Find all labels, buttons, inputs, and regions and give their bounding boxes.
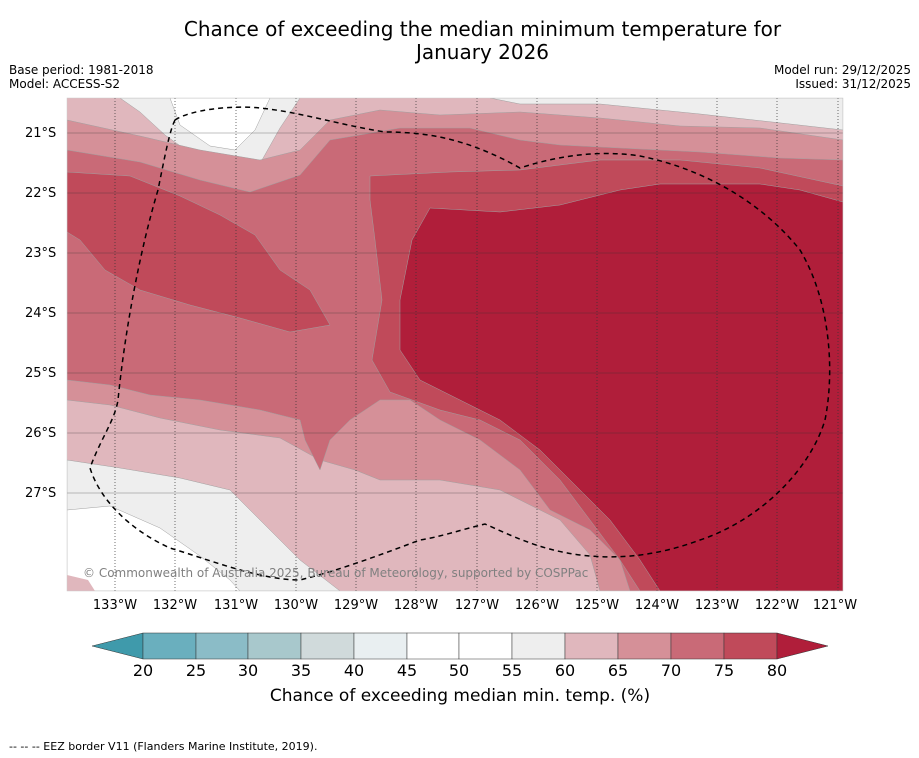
lon-label-129: 129°W: [333, 598, 379, 613]
lon-label-132: 132°W: [152, 598, 198, 613]
colorbar-25-30: [195, 632, 249, 660]
lon-label-122: 122°W: [754, 598, 800, 613]
lat-label-22: 22°S: [25, 186, 57, 201]
colorbar-65-70: [617, 632, 672, 660]
band-60-65-corner: [67, 575, 95, 591]
eez-legend-note: -- -- -- EEZ border V11 (Flanders Marine…: [9, 740, 318, 753]
map-title: Chance of exceeding the median minimum t…: [120, 18, 845, 64]
colorbar-tick-65: 65: [607, 661, 629, 680]
lon-label-133: 133°W: [92, 598, 138, 613]
lat-label-25: 25°S: [25, 366, 57, 381]
colorbar-below-20: [91, 632, 144, 660]
model-info: Base period: 1981-2018 Model: ACCESS-S2: [9, 63, 154, 91]
band-above-80: [399, 183, 843, 591]
lat-label-26: 26°S: [25, 426, 57, 441]
colorbar-above-80: [776, 632, 829, 660]
colorbar-tick-55: 55: [501, 661, 523, 680]
title-line-2: January 2026: [415, 40, 550, 64]
colorbar-tick-80: 80: [766, 661, 788, 680]
colorbar-label: Chance of exceeding median min. temp. (%…: [269, 686, 651, 706]
issued-date: Issued: 31/12/2025: [795, 77, 911, 91]
probability-contours: [67, 98, 843, 591]
run-info: Model run: 29/12/2025 Issued: 31/12/2025: [774, 63, 911, 91]
colorbar-tick-40: 40: [343, 661, 365, 680]
model-name: Model: ACCESS-S2: [9, 77, 121, 91]
lon-label-124: 124°W: [634, 598, 680, 613]
band-55-60-northeast: [489, 98, 843, 131]
lat-label-21: 21°S: [25, 126, 57, 141]
colorbar-60-65: [564, 632, 619, 660]
lon-label-123: 123°W: [694, 598, 740, 613]
lon-label-127: 127°W: [454, 598, 500, 613]
colorbar-55-60: [511, 632, 566, 660]
colorbar-tick-70: 70: [660, 661, 682, 680]
lat-label-24: 24°S: [25, 306, 57, 321]
lon-label-121: 121°W: [812, 598, 858, 613]
colorbar-tick-35: 35: [290, 661, 312, 680]
map-frame: [66, 97, 844, 592]
colorbar-45-50: [406, 632, 460, 660]
copyright-notice: © Commonwealth of Australia 2025, Bureau…: [83, 566, 589, 580]
colorbar: [91, 632, 829, 660]
colorbar-35-40: [300, 632, 355, 660]
colorbar-50-55: [458, 632, 513, 660]
base-period: Base period: 1981-2018: [9, 63, 154, 77]
colorbar-tick-50: 50: [448, 661, 470, 680]
colorbar-70-75: [670, 632, 725, 660]
band-50-55-north: [169, 98, 271, 151]
band-75-80: [67, 171, 331, 333]
lon-label-128: 128°W: [393, 598, 439, 613]
colorbar-75-80: [723, 632, 778, 660]
colorbar-tick-60: 60: [554, 661, 576, 680]
lon-label-125: 125°W: [574, 598, 620, 613]
lon-label-130: 130°W: [273, 598, 319, 613]
band-50-55-southwest: [67, 505, 241, 591]
colorbar-tick-20: 20: [132, 661, 154, 680]
title-line-1: Chance of exceeding the median minimum t…: [183, 17, 782, 41]
colorbar-40-45: [353, 632, 408, 660]
colorbar-tick-75: 75: [713, 661, 735, 680]
colorbar-tick-30: 30: [237, 661, 259, 680]
colorbar-20-25: [142, 632, 197, 660]
lat-label-23: 23°S: [25, 246, 57, 261]
lat-label-27: 27°S: [25, 486, 57, 501]
colorbar-tick-45: 45: [396, 661, 418, 680]
eez-border: [89, 106, 831, 581]
lon-label-131: 131°W: [213, 598, 259, 613]
lon-label-126: 126°W: [514, 598, 560, 613]
colorbar-tick-25: 25: [185, 661, 207, 680]
colorbar-30-35: [247, 632, 302, 660]
graticule: [67, 98, 843, 591]
model-run: Model run: 29/12/2025: [773, 63, 911, 77]
